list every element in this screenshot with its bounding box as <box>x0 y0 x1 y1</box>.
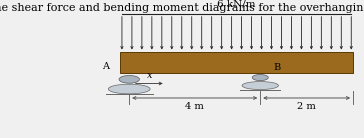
Circle shape <box>119 75 139 83</box>
Text: A: A <box>102 62 109 71</box>
Bar <box>120 52 353 73</box>
Text: Draw the shear force and bending moment diagrams for the overhanging beam.: Draw the shear force and bending moment … <box>0 3 364 13</box>
Ellipse shape <box>242 82 278 90</box>
Ellipse shape <box>108 84 150 94</box>
Text: x: x <box>146 71 152 80</box>
Text: 2 m: 2 m <box>297 102 316 111</box>
Text: 6 kN/m: 6 kN/m <box>217 0 256 8</box>
Text: B: B <box>273 63 280 72</box>
Text: 4 m: 4 m <box>185 102 204 111</box>
Circle shape <box>252 75 268 81</box>
